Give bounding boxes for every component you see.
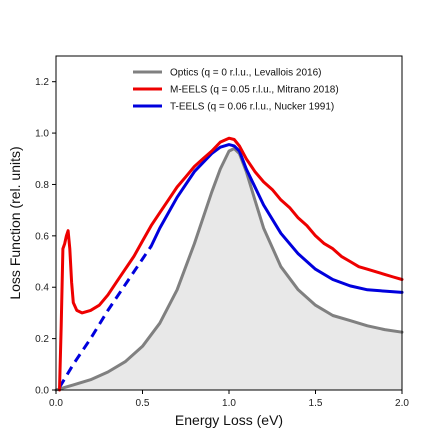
x-tick-label-3: 1.5 <box>309 398 323 409</box>
series-line-1 <box>58 245 153 389</box>
legend-label-0: Optics (q = 0 r.l.u., Levallois 2016) <box>170 68 321 79</box>
x-tick-label-1: 0.5 <box>136 398 150 409</box>
y-tick-label-1: 0.2 <box>35 334 49 345</box>
series-fill-0 <box>56 148 402 390</box>
ticks: 0.0 0.5 1.0 1.5 2.0 0.0 0.2 0.4 0.6 0.8 1.0 1.2 <box>35 77 409 409</box>
x-tick-label-2: 1.0 <box>222 398 236 409</box>
y-axis-label: Loss Function (rel. units) <box>7 146 23 299</box>
y-tick-label-5: 1.0 <box>35 129 49 140</box>
legend: Optics (q = 0 r.l.u., Levallois 2016) M-E… <box>133 68 339 113</box>
legend-label-1: M-EELS (q = 0.05 r.l.u., Mitrano 2018) <box>170 85 339 96</box>
y-tick-label-2: 0.4 <box>35 283 49 294</box>
series-line-0 <box>54 147 404 392</box>
y-tick-label-0: 0.0 <box>35 386 49 397</box>
series-line-2 <box>149 143 404 294</box>
series-line-3 <box>58 136 404 392</box>
x-axis-label: Energy Loss (eV) <box>175 412 283 428</box>
series-layer <box>54 136 404 392</box>
legend-label-2: T-EELS (q = 0.06 r.l.u., Nucker 1991) <box>170 102 334 113</box>
x-tick-label-4: 2.0 <box>395 398 409 409</box>
x-tick-label-0: 0.0 <box>49 398 63 409</box>
fill-layer <box>56 148 402 390</box>
y-tick-label-6: 1.2 <box>35 77 49 88</box>
y-tick-label-3: 0.6 <box>35 231 49 242</box>
y-tick-label-4: 0.8 <box>35 180 49 191</box>
